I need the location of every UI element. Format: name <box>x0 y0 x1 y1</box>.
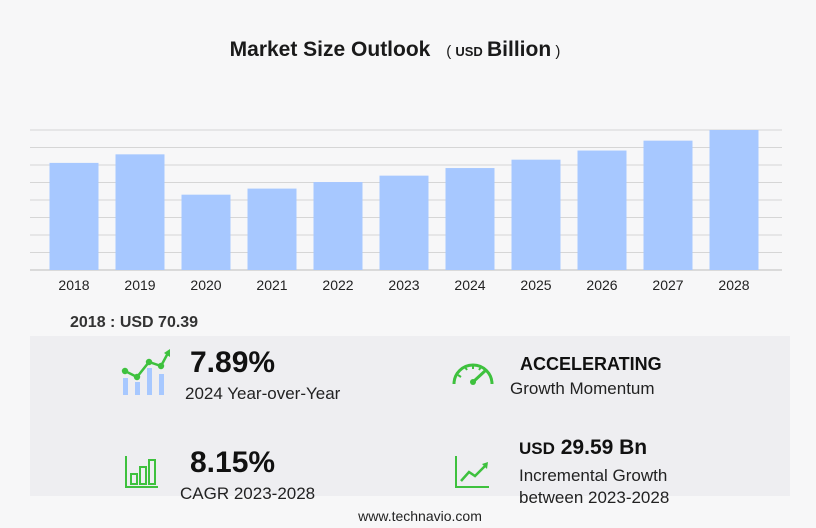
cagr-value: 8.15% <box>190 446 276 479</box>
x-tick-label: 2028 <box>718 277 749 293</box>
incremental-label-2: between 2023-2028 <box>519 488 670 507</box>
bar-2023 <box>379 175 429 270</box>
trend-line-icon <box>455 456 489 488</box>
x-tick-label: 2027 <box>652 277 683 293</box>
bar-2028 <box>709 130 759 270</box>
chart-x-labels: 2018 2019 2020 2021 2022 2023 2024 2025 2026 2027… <box>58 277 749 293</box>
x-tick-label: 2019 <box>124 277 155 293</box>
footer-url: www.technavio.com <box>358 508 482 524</box>
unit-close: ) <box>555 43 561 60</box>
incremental-amount: 29.59 Bn <box>560 436 648 459</box>
bar-2027 <box>643 140 693 270</box>
bar-2024 <box>445 168 495 270</box>
x-tick-label: 2018 <box>58 277 89 293</box>
bar-2026 <box>577 150 627 270</box>
bar-chart: 2018 2019 2020 2021 2022 2023 2024 2025 2026 2027… <box>30 129 782 293</box>
bar-chart-icon <box>125 456 158 488</box>
chart-unit: ( USD Billion ) <box>446 38 561 61</box>
bar-2021 <box>247 188 297 270</box>
x-tick-label: 2024 <box>454 277 485 293</box>
unit-open: ( <box>446 43 452 60</box>
baseline-value: 2018 : USD 70.39 <box>70 314 199 331</box>
incremental-value: USD 29.59 Bn <box>519 436 647 460</box>
x-tick-label: 2023 <box>388 277 419 293</box>
speedometer-icon <box>452 363 494 385</box>
x-tick-label: 2025 <box>520 277 551 293</box>
incremental-label-1: Incremental Growth <box>519 466 668 485</box>
growth-chart-icon <box>121 349 170 395</box>
bar-2022 <box>313 182 363 270</box>
bar-2025 <box>511 159 561 270</box>
momentum-value: ACCELERATING <box>520 354 662 374</box>
yoy-label: 2024 Year-over-Year <box>185 384 341 403</box>
x-tick-label: 2022 <box>322 277 353 293</box>
chart-bars <box>49 130 759 270</box>
unit-currency: USD <box>455 44 483 59</box>
bar-2019 <box>115 154 165 270</box>
chart-title: Market Size Outlook ( USD Billion ) <box>0 38 790 62</box>
x-tick-label: 2020 <box>190 277 221 293</box>
momentum-label: Growth Momentum <box>510 379 655 398</box>
incremental-currency: USD <box>519 439 555 458</box>
x-tick-label: 2026 <box>586 277 617 293</box>
unit-word: Billion <box>487 38 552 61</box>
yoy-value: 7.89% <box>190 346 276 379</box>
cagr-label: CAGR 2023-2028 <box>180 484 316 503</box>
x-tick-label: 2021 <box>256 277 287 293</box>
chart-title-text: Market Size Outlook <box>229 38 431 61</box>
bar-2020 <box>181 194 231 270</box>
bar-2018 <box>49 162 99 270</box>
kpi-panel <box>30 336 790 496</box>
